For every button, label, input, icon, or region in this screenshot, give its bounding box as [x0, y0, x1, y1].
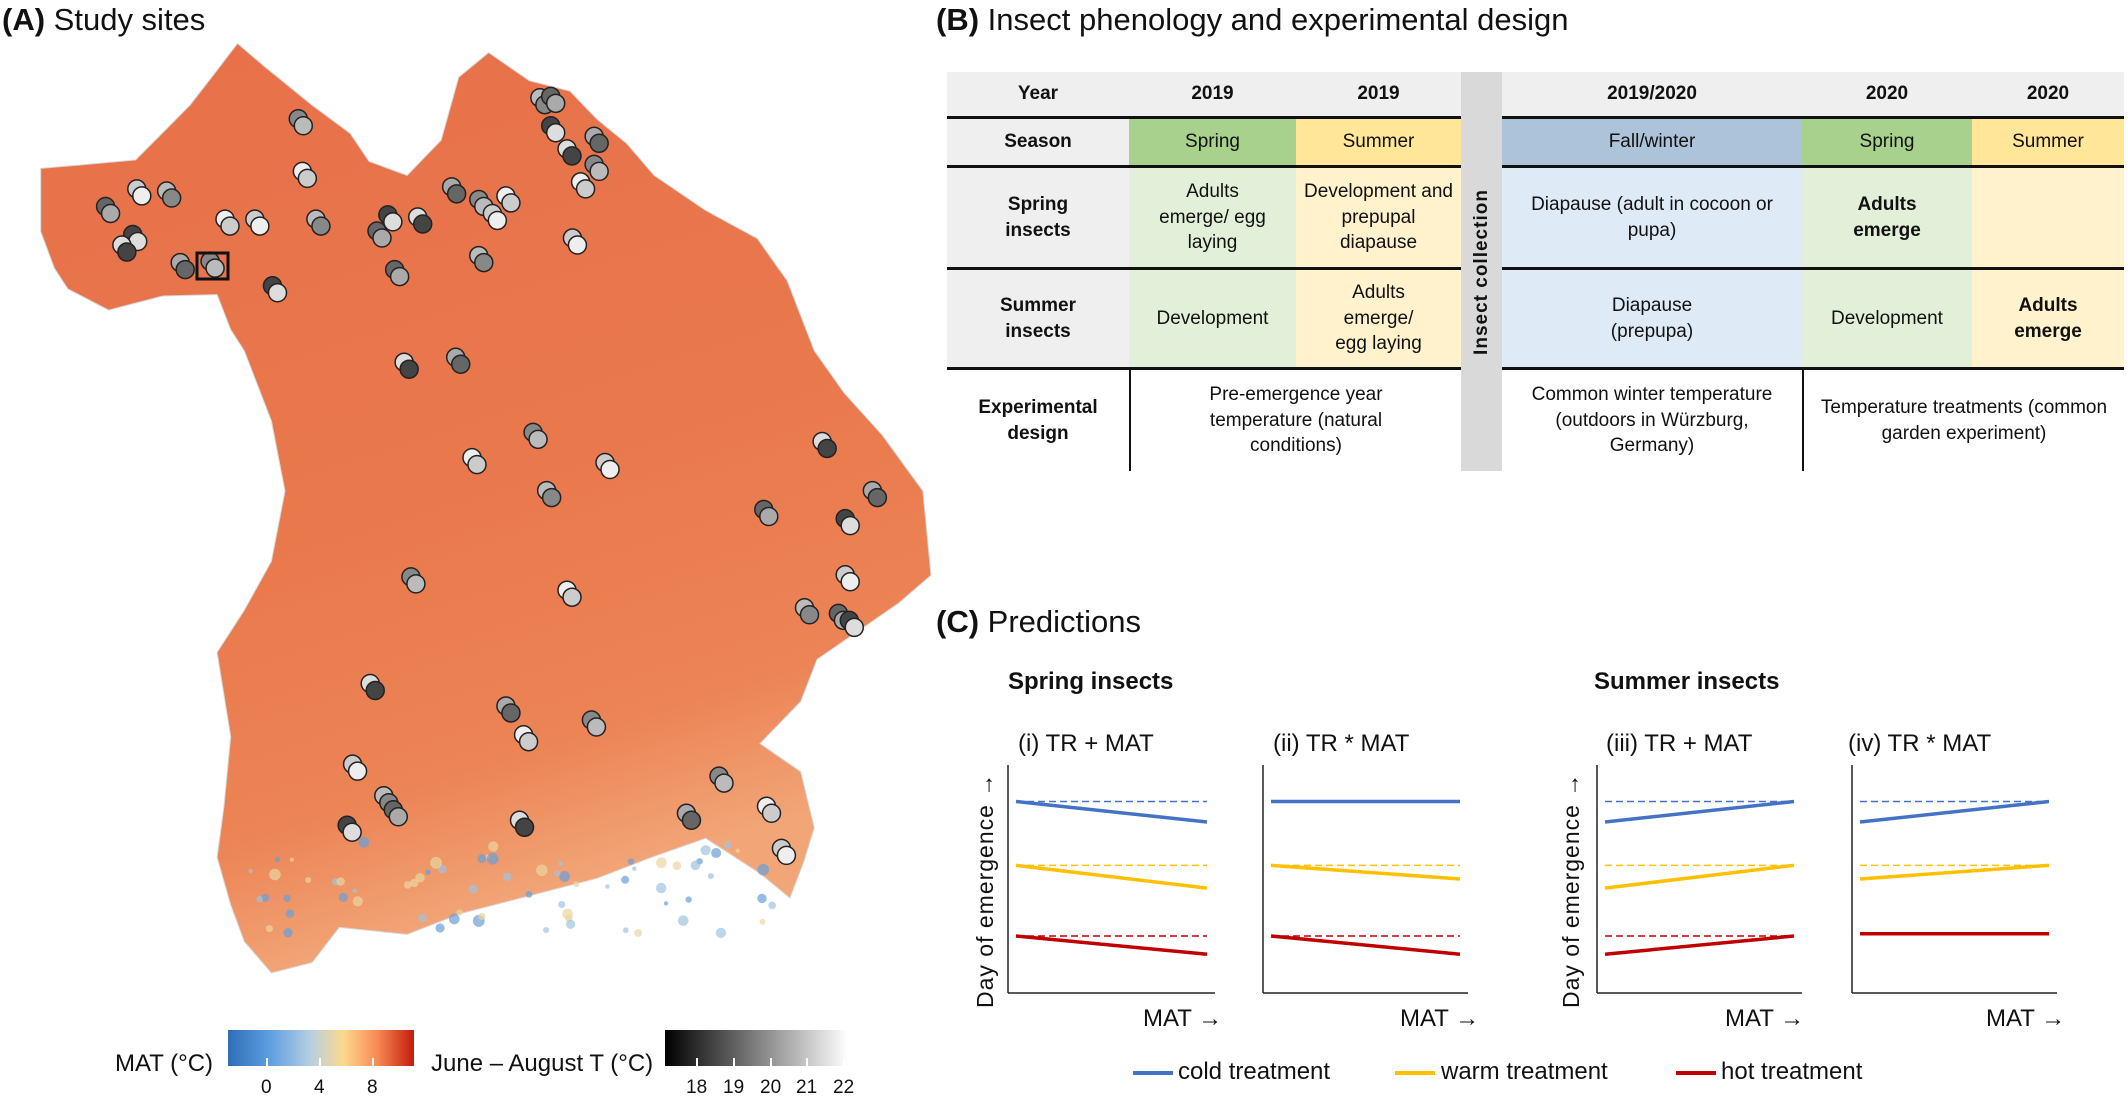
- warm-prediction-line: [1271, 865, 1460, 879]
- warm-prediction-line: [1860, 865, 2049, 879]
- warm-prediction-line: [1016, 865, 1207, 888]
- cold-prediction-line: [1016, 801, 1207, 822]
- legend-cold-label: cold treatment: [1178, 1058, 1330, 1086]
- legend-hot-label: hot treatment: [1721, 1058, 1862, 1086]
- cold-prediction-line: [1605, 801, 1794, 822]
- legend-warm-label: warm treatment: [1441, 1058, 1608, 1086]
- hot-prediction-line: [1016, 936, 1207, 954]
- warm-prediction-line: [1605, 865, 1794, 888]
- hot-prediction-line: [1271, 936, 1460, 954]
- hot-prediction-line: [1605, 936, 1794, 954]
- cold-prediction-line: [1860, 801, 2049, 822]
